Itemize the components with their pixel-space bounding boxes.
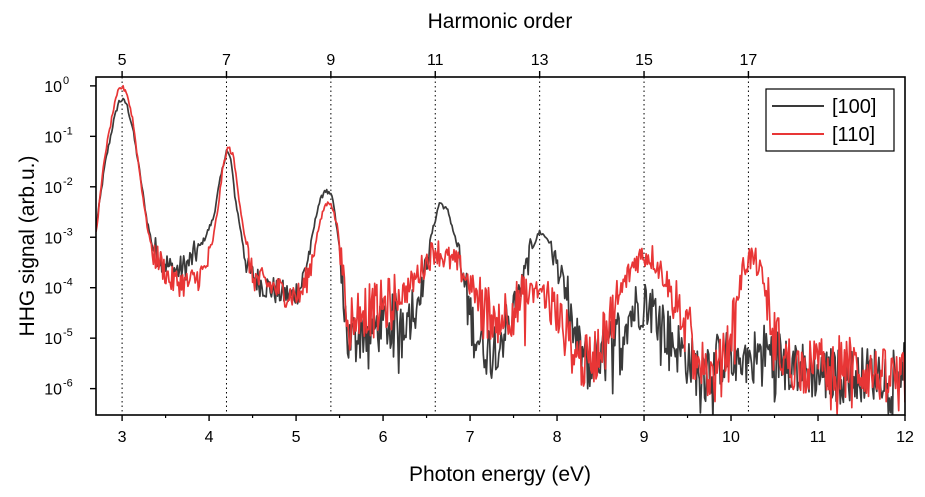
y-tick-exponent: -4 xyxy=(63,277,73,289)
y-tick-exponent: -5 xyxy=(63,327,73,339)
x-tick-label: 3 xyxy=(118,429,127,446)
y-tick-label: 10 xyxy=(44,382,62,399)
y-tick-label: 10 xyxy=(44,281,62,298)
y-tick-exponent: -3 xyxy=(63,226,73,238)
series-layer xyxy=(96,84,905,415)
x-tick-label: 4 xyxy=(205,429,214,446)
top-tick-label: 13 xyxy=(531,52,549,69)
x-tick-label: 8 xyxy=(553,429,562,446)
x-tick-label: 9 xyxy=(640,429,649,446)
y-tick-label: 10 xyxy=(44,79,62,96)
x-tick-label: 7 xyxy=(466,429,475,446)
legend-label: [110] xyxy=(832,124,875,146)
top-tick-label: 17 xyxy=(740,52,758,69)
legend-label: [100] xyxy=(832,96,876,118)
y-tick-label: 10 xyxy=(44,180,62,197)
harmonic-guide-lines xyxy=(121,77,749,415)
plot-frame xyxy=(95,76,906,416)
series-line-110 xyxy=(96,84,905,415)
top-tick-label: 9 xyxy=(326,52,335,69)
y-tick-exponent: 0 xyxy=(63,75,69,87)
x-tick-label: 10 xyxy=(722,429,740,446)
top-tick-label: 7 xyxy=(222,52,231,69)
series-line-100 xyxy=(96,97,905,415)
top-tick-label: 11 xyxy=(427,52,444,69)
y-tick-exponent: -2 xyxy=(63,176,73,188)
x-axis-title: Photon energy (eV) xyxy=(409,463,591,486)
y-axis-title: HHG signal (arb.u.) xyxy=(16,156,39,337)
y-tick-label: 10 xyxy=(44,331,62,348)
x-tick-label: 12 xyxy=(896,429,914,446)
y-tick-label: 10 xyxy=(44,230,62,247)
y-tick-exponent: -1 xyxy=(63,125,73,137)
top-axis-title: Harmonic order xyxy=(428,10,573,33)
top-tick-label: 5 xyxy=(118,52,127,69)
x-tick-label: 6 xyxy=(379,429,388,446)
y-tick-label: 10 xyxy=(44,129,62,146)
top-tick-label: 15 xyxy=(635,52,653,69)
x-tick-label: 11 xyxy=(810,429,827,446)
x-tick-label: 5 xyxy=(292,429,301,446)
legend: [100] [110] xyxy=(765,88,895,152)
legend-box xyxy=(765,88,895,152)
y-tick-exponent: -6 xyxy=(63,378,73,390)
